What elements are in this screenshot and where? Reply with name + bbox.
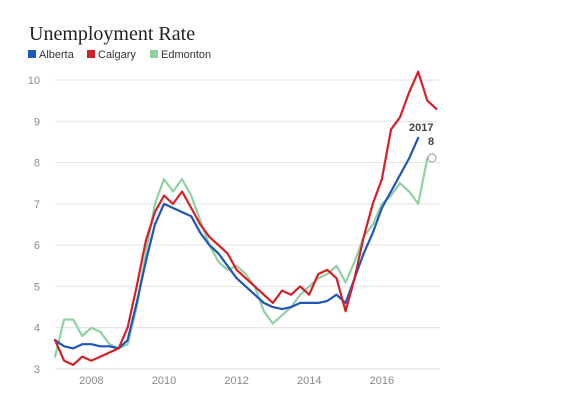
x-tick-label: 2008 (79, 375, 103, 387)
annotation-year: 2017 (409, 122, 433, 134)
legend-label: Alberta (39, 49, 75, 61)
x-tick-label: 2012 (224, 375, 248, 387)
legend-swatch (150, 50, 158, 58)
annotations: 2017 8 (409, 122, 437, 163)
y-tick-label: 6 (34, 240, 40, 252)
legend-swatch (87, 50, 95, 58)
series-lines (53, 70, 438, 366)
chart-title: Unemployment Rate (29, 23, 195, 45)
legend-label: Calgary (98, 49, 136, 61)
y-tick-label: 7 (34, 199, 40, 211)
y-tick-label: 9 (34, 116, 40, 128)
legend-swatch (28, 50, 36, 58)
hover-marker (427, 153, 437, 163)
x-tick-label: 2016 (370, 375, 394, 387)
legend-item-edmonton: Edmonton (150, 49, 211, 61)
series-line-calgary (53, 70, 438, 366)
x-axis-ticks: 2008 2010 2012 2014 2016 (79, 375, 394, 387)
x-tick-label: 2010 (152, 375, 176, 387)
x-tick-label: 2014 (297, 375, 321, 387)
legend: Alberta Calgary Edmonton (28, 49, 211, 61)
series-line-alberta (53, 136, 420, 350)
series-line-edmonton (53, 153, 434, 358)
annotation-value: 8 (428, 136, 434, 148)
y-tick-label: 3 (34, 364, 40, 376)
y-tick-label: 5 (34, 281, 40, 293)
legend-item-calgary: Calgary (87, 49, 136, 61)
gridlines (55, 79, 440, 370)
y-tick-label: 4 (34, 323, 40, 335)
y-tick-label: 10 (28, 75, 40, 87)
y-tick-label: 8 (34, 158, 40, 170)
legend-label: Edmonton (161, 49, 211, 61)
legend-item-alberta: Alberta (28, 49, 75, 61)
y-axis-ticks: 3 4 5 6 7 8 9 10 (28, 75, 40, 376)
